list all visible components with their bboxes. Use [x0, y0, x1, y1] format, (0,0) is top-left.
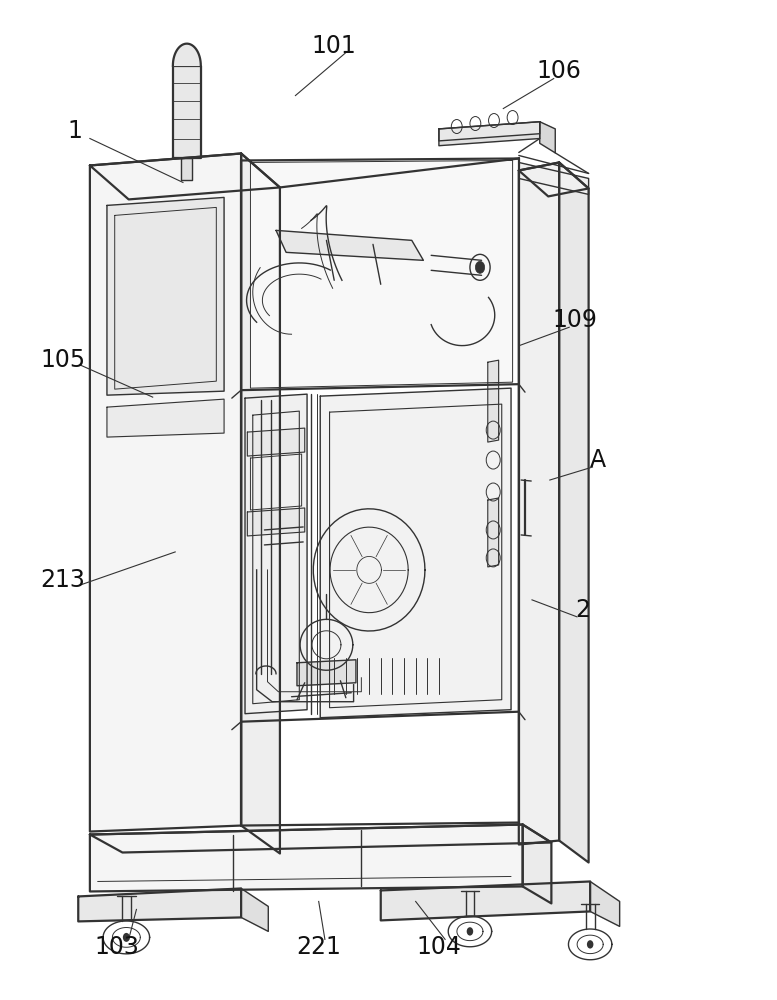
Polygon shape — [90, 825, 523, 891]
Polygon shape — [172, 66, 200, 158]
Polygon shape — [297, 660, 356, 686]
Polygon shape — [250, 160, 513, 388]
Polygon shape — [90, 153, 241, 832]
Polygon shape — [519, 162, 589, 194]
Polygon shape — [241, 888, 268, 931]
Polygon shape — [488, 498, 499, 567]
Polygon shape — [276, 230, 423, 260]
Circle shape — [123, 933, 130, 942]
Polygon shape — [90, 825, 552, 853]
Polygon shape — [559, 162, 589, 862]
Text: 213: 213 — [40, 568, 85, 592]
Polygon shape — [78, 888, 241, 921]
Polygon shape — [540, 122, 556, 153]
Polygon shape — [181, 158, 192, 180]
Polygon shape — [488, 360, 499, 442]
Circle shape — [467, 927, 473, 936]
Polygon shape — [107, 399, 224, 437]
Circle shape — [476, 261, 485, 273]
Polygon shape — [381, 881, 591, 920]
Text: 106: 106 — [537, 59, 581, 83]
Polygon shape — [172, 44, 200, 66]
Polygon shape — [439, 122, 540, 146]
Polygon shape — [245, 394, 307, 714]
Text: 105: 105 — [40, 348, 85, 372]
Polygon shape — [247, 428, 305, 456]
Circle shape — [587, 940, 594, 949]
Polygon shape — [523, 825, 552, 903]
Polygon shape — [320, 388, 511, 718]
Polygon shape — [439, 122, 540, 141]
Polygon shape — [519, 162, 559, 845]
Polygon shape — [519, 162, 589, 196]
Polygon shape — [90, 153, 280, 199]
Polygon shape — [591, 881, 619, 926]
Text: 1: 1 — [67, 119, 82, 143]
Text: 109: 109 — [552, 308, 597, 332]
Text: 2: 2 — [575, 598, 590, 622]
Polygon shape — [107, 197, 224, 395]
Text: 103: 103 — [95, 935, 140, 959]
Polygon shape — [241, 153, 280, 854]
Text: A: A — [590, 448, 606, 472]
Text: 101: 101 — [312, 34, 357, 58]
Text: 104: 104 — [416, 935, 462, 959]
Polygon shape — [247, 508, 305, 536]
Text: 221: 221 — [296, 935, 341, 959]
